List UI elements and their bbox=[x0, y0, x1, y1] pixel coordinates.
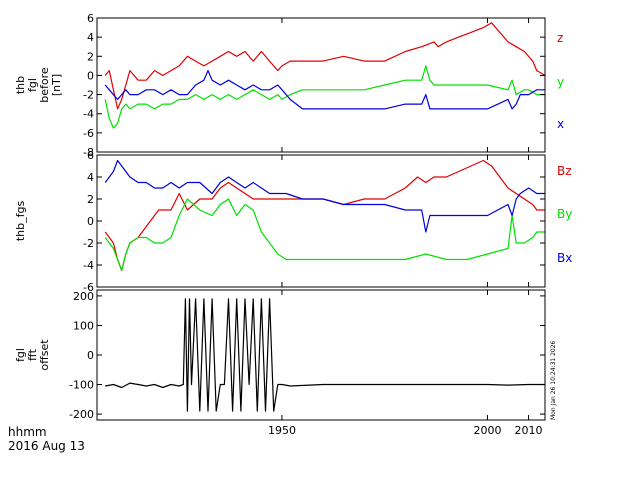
y-tick-label: 6 bbox=[87, 149, 94, 162]
series-line-x bbox=[104, 70, 545, 110]
y-axis-label-line: fft bbox=[26, 348, 39, 361]
y-tick-label: -6 bbox=[83, 281, 94, 294]
y-tick-label: -2 bbox=[83, 89, 94, 102]
y-tick-label: 0 bbox=[87, 215, 94, 228]
panel-1: -8 -6 -4 -2 0 2 4 6 thb fgl before [nT] z y x bbox=[14, 12, 564, 159]
series-line-by bbox=[104, 198, 545, 272]
y-axis-label-line: before bbox=[38, 67, 51, 103]
plot-frame bbox=[96, 17, 546, 153]
series-line-bx bbox=[104, 159, 545, 233]
y-tick-label: -100 bbox=[69, 379, 94, 392]
y-axis-label-line: fgl bbox=[14, 348, 27, 362]
y-tick-label: 100 bbox=[73, 319, 94, 332]
legend-x: x bbox=[557, 117, 564, 131]
legend-bz: Bz bbox=[557, 164, 572, 178]
y-tick-label: -4 bbox=[83, 259, 94, 272]
plot-frame bbox=[96, 289, 546, 421]
plot-frame bbox=[96, 154, 546, 288]
y-tick-label: 2 bbox=[87, 50, 94, 63]
y-tick-label: 4 bbox=[87, 171, 94, 184]
y-tick-label: 2 bbox=[87, 193, 94, 206]
series-line-bz bbox=[104, 159, 545, 272]
time-axis-label: hhmm bbox=[8, 425, 47, 439]
y-tick-label: 0 bbox=[87, 349, 94, 362]
legend-z: z bbox=[557, 31, 563, 45]
x-tick-label: 2000 bbox=[473, 424, 501, 437]
y-tick-label: -4 bbox=[83, 108, 94, 121]
x-tick-label: 1950 bbox=[268, 424, 296, 437]
legend-by: By bbox=[557, 207, 572, 221]
generation-timestamp: Mon Jan 26 10:24:31 2026 bbox=[550, 340, 557, 420]
y-tick-label: -2 bbox=[83, 237, 94, 250]
y-tick-label: 4 bbox=[87, 31, 94, 44]
y-axis-label-line: offset bbox=[38, 339, 51, 371]
y-axis-label-line: fgl bbox=[26, 78, 39, 92]
panel-3: -200 -100 0 100 200 1950 2000 2010 fgl fft offset bbox=[14, 289, 546, 437]
y-tick-label: -8 bbox=[83, 146, 94, 159]
y-tick-label: -6 bbox=[83, 127, 94, 140]
date-label: 2016 Aug 13 bbox=[8, 439, 85, 453]
panel-2: -6 -4 -2 0 2 4 6 thb_fgs Bz By Bx bbox=[14, 149, 572, 294]
series-line-offset bbox=[105, 298, 545, 412]
x-tick-label: 2010 bbox=[515, 424, 543, 437]
y-tick-label: 0 bbox=[87, 69, 94, 82]
legend-bx: Bx bbox=[557, 251, 572, 265]
y-tick-label: 200 bbox=[73, 290, 94, 303]
legend-y: y bbox=[557, 75, 564, 89]
series-line-z bbox=[104, 22, 546, 110]
y-axis-label-line: [nT] bbox=[50, 74, 63, 96]
y-axis-label-line: thb_fgs bbox=[14, 201, 27, 242]
y-tick-label: 6 bbox=[87, 12, 94, 25]
y-axis-label-line: thb bbox=[14, 76, 27, 94]
y-tick-label: -200 bbox=[69, 408, 94, 421]
series-line-y bbox=[104, 65, 545, 129]
